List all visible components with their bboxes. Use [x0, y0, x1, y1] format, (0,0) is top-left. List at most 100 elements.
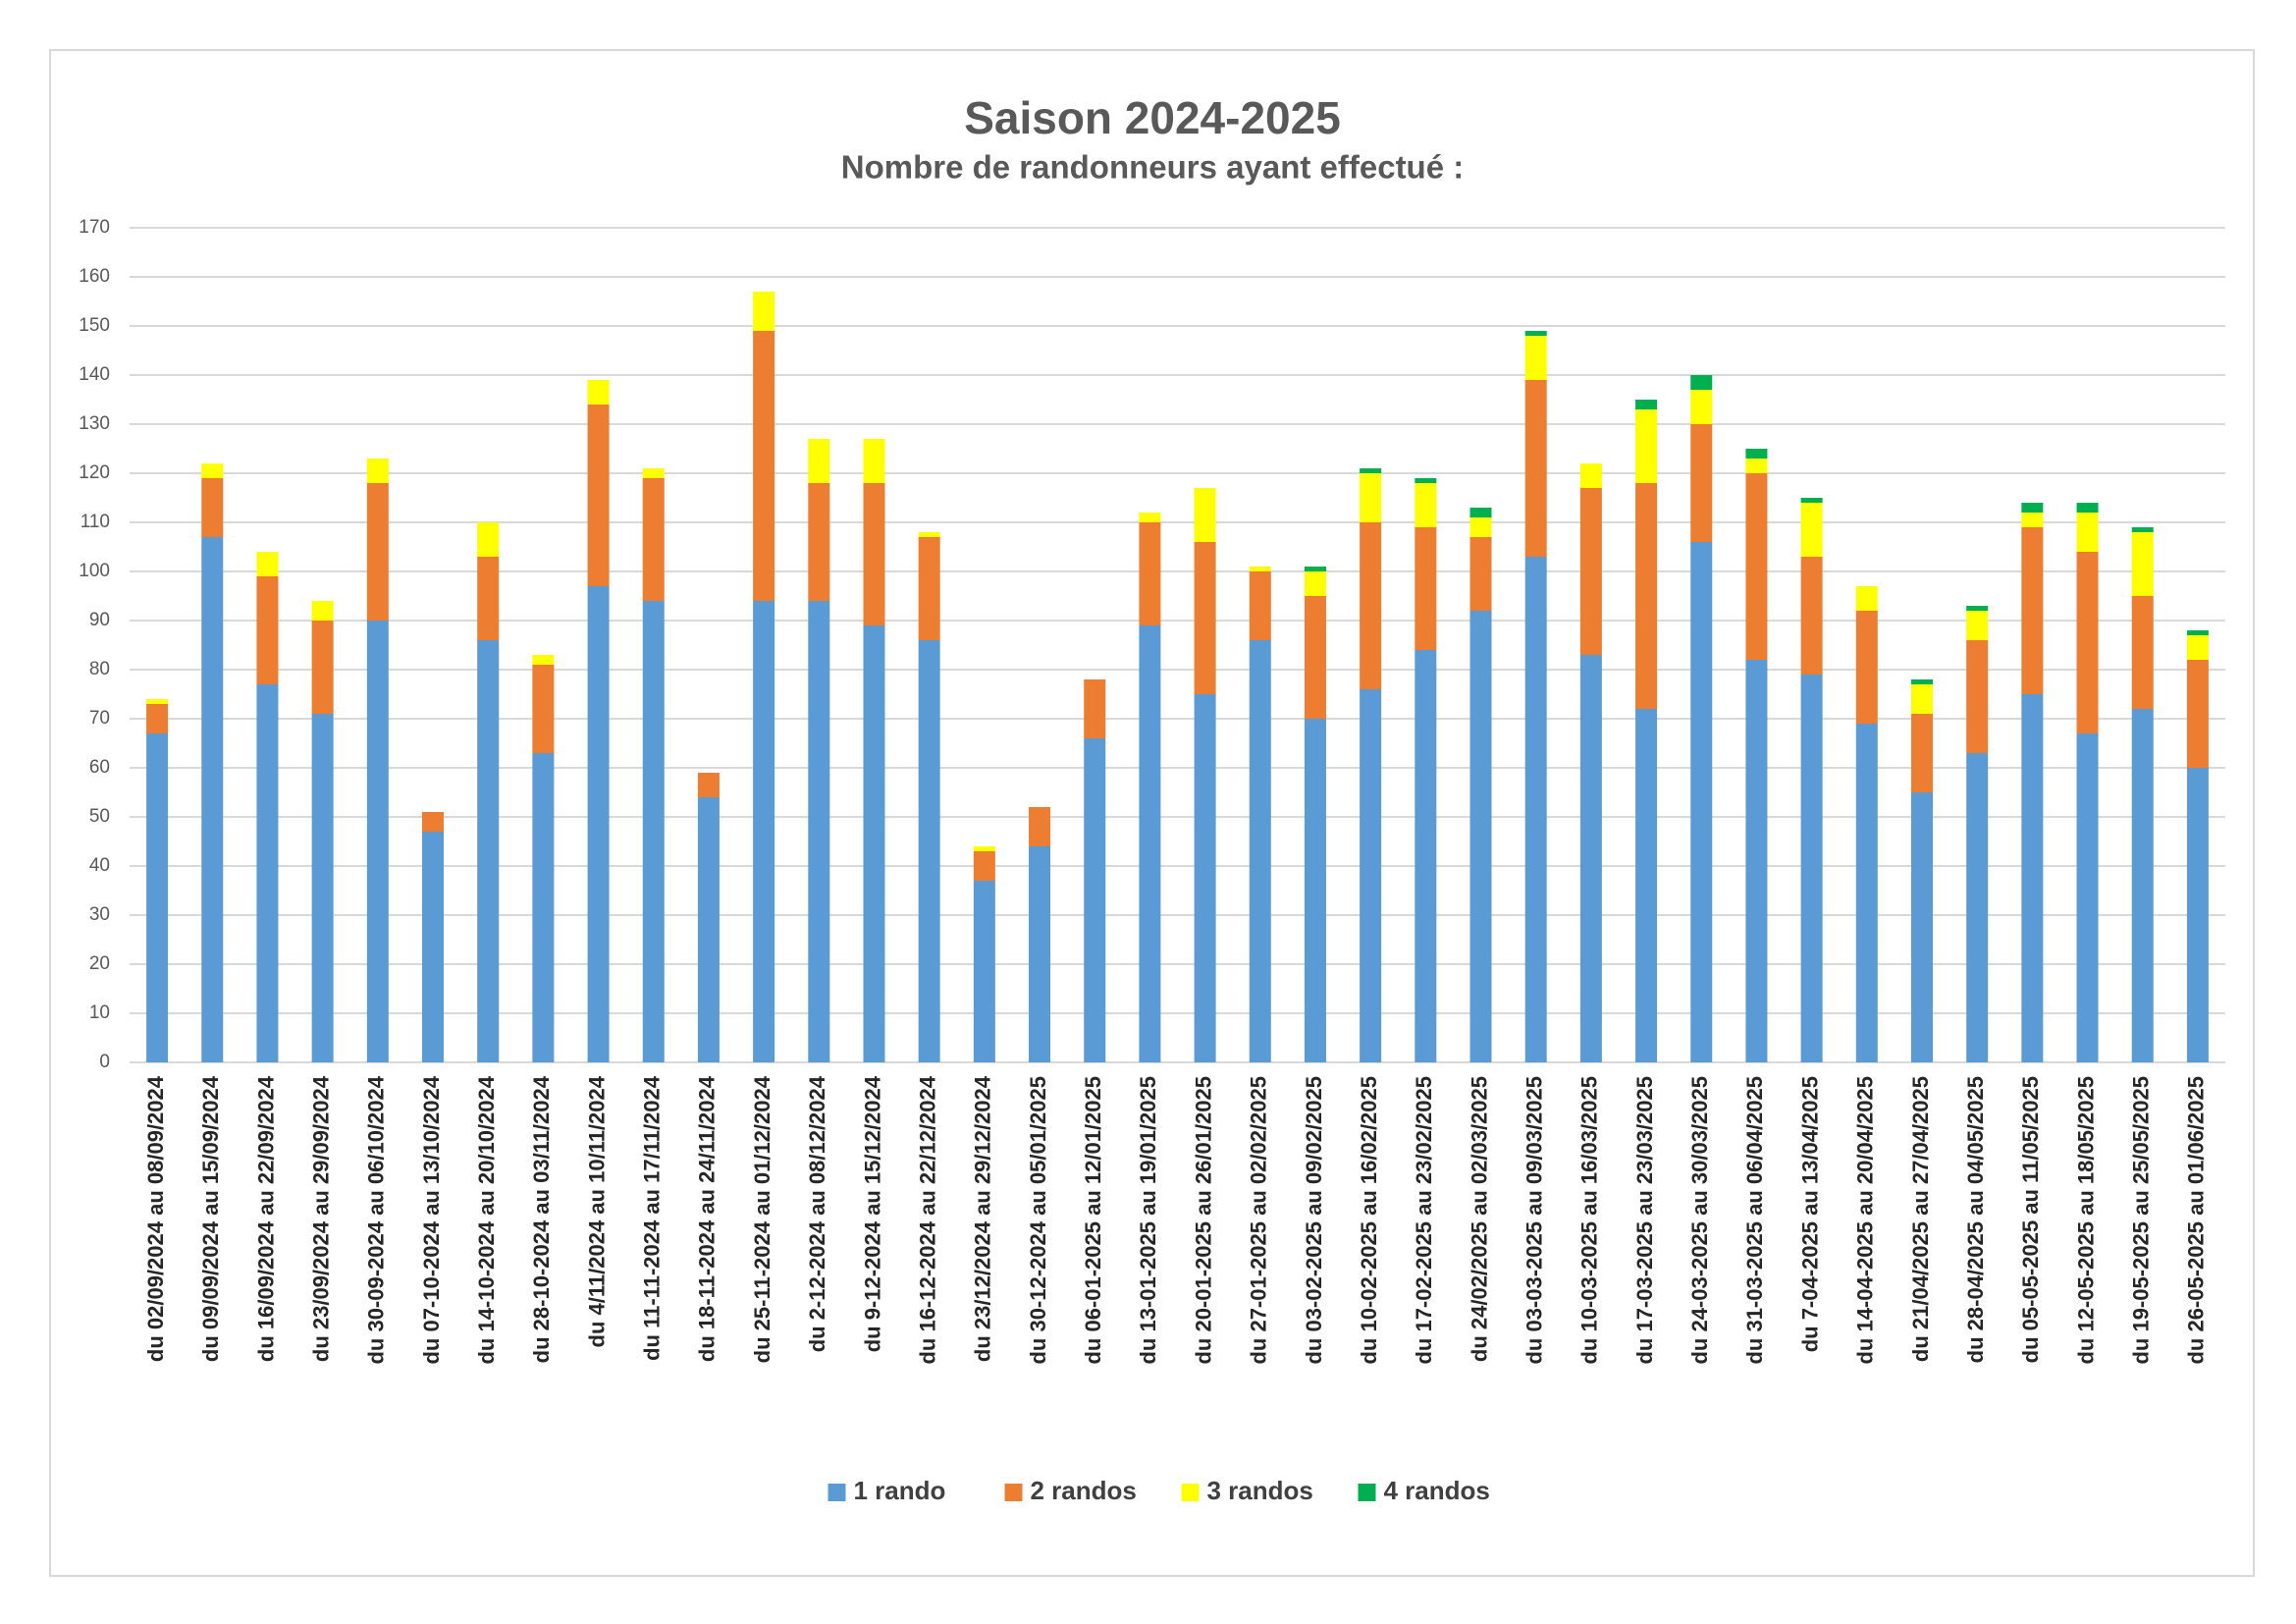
bar-segment-1-rando: [1855, 724, 1878, 1062]
bar-segment-4-randos: [1966, 606, 1989, 611]
bar-segment-2-randos: [201, 478, 224, 537]
bar-segment-1-rando: [863, 625, 885, 1062]
bar-segment-3-randos: [1360, 473, 1382, 522]
bar-segment-2-randos: [1304, 596, 1326, 719]
x-category-label: du 18-11-2024 au 24/11/2024: [695, 1075, 720, 1362]
x-category-label: du 09/09/2024 au 15/09/2024: [198, 1075, 223, 1362]
bar-segment-2-randos: [1690, 424, 1713, 542]
bar-segment-4-randos: [2186, 630, 2209, 635]
bar-segment-4-randos: [2076, 503, 2099, 513]
bar-segment-4-randos: [1360, 468, 1382, 473]
x-category-label: du 26-05-2025 au 01/06/2025: [2184, 1076, 2209, 1365]
bar-segment-1-rando: [1084, 738, 1106, 1062]
bar-segment-2-randos: [1469, 537, 1492, 611]
x-category-label: du 27-01-2025 au 02/02/2025: [1247, 1076, 1271, 1365]
legend-swatch: [1358, 1484, 1376, 1501]
bar-segment-3-randos: [1469, 517, 1492, 537]
legend-swatch: [1181, 1484, 1200, 1501]
bar-segment-1-rando: [366, 621, 389, 1062]
legend: 1 rando 2 randos 3 randos 4 randos: [828, 1476, 1490, 1505]
bar-segment-4-randos: [1690, 375, 1713, 390]
bar-segment-2-randos: [1855, 611, 1878, 724]
x-axis-categories: du 02/09/2024 au 08/09/2024 du 09/09/2024…: [143, 1075, 2209, 1364]
bar-segment-2-randos: [1360, 522, 1382, 689]
bar-segment-3-randos: [1855, 586, 1878, 611]
bar-segment-3-randos: [1304, 571, 1326, 596]
bar-segment-3-randos: [1800, 503, 1823, 557]
y-tick-label: 160: [79, 266, 110, 287]
bar-segment-3-randos: [1194, 488, 1216, 542]
bar-segment-1-rando: [1910, 792, 1933, 1062]
bar-segment-2-randos: [1415, 527, 1437, 650]
bar-segment-4-randos: [2131, 527, 2154, 532]
bar-segment-2-randos: [256, 576, 279, 684]
bar-segment-1-rando: [2021, 694, 2044, 1062]
bar-segment-2-randos: [1800, 557, 1823, 675]
x-category-label: du 28-04/2025 au 04/05/2025: [1963, 1076, 1988, 1363]
bar-segment-3-randos: [1966, 611, 1989, 640]
y-tick-label: 120: [79, 462, 110, 483]
bar-segment-1-rando: [1524, 557, 1547, 1062]
bar-segment-1-rando: [311, 714, 334, 1062]
bar-segment-2-randos: [753, 331, 775, 601]
bar-segment-3-randos: [808, 439, 830, 483]
bar-segment-3-randos: [2021, 513, 2044, 527]
y-tick-label: 140: [79, 364, 110, 385]
bar-segment-3-randos: [1139, 513, 1161, 522]
bar-segment-4-randos: [1469, 508, 1492, 517]
bar-segment-2-randos: [1524, 380, 1547, 557]
bar-segment-2-randos: [2076, 552, 2099, 733]
bar-segment-4-randos: [1910, 679, 1933, 684]
bar-segment-2-randos: [808, 483, 830, 601]
bar-segment-3-randos: [1635, 409, 1658, 483]
x-category-label: du 11-11-2024 au 17/11/2024: [640, 1075, 665, 1361]
x-category-label: du 21/04/2025 au 27/04/2025: [1908, 1076, 1933, 1362]
bar-segment-2-randos: [642, 478, 665, 601]
bar-segment-1-rando: [1139, 625, 1161, 1062]
bar-segment-1-rando: [1194, 694, 1216, 1062]
x-category-label: du 28-10-2024 au 03/11/2024: [529, 1075, 554, 1363]
x-category-label: du 7-04-2025 au 13/04/2025: [1797, 1076, 1822, 1352]
bar-segment-2-randos: [918, 537, 940, 640]
x-category-label: du 19-05-2025 au 25/05/2025: [2129, 1076, 2154, 1365]
bar-segment-2-randos: [1249, 571, 1271, 640]
legend-label: 3 randos: [1207, 1476, 1313, 1505]
bar-segment-3-randos: [2076, 513, 2099, 552]
bar-segment-3-randos: [2131, 532, 2154, 596]
x-category-label: du 20-01-2025 au 26/01/2025: [1191, 1076, 1215, 1365]
x-category-label: du 13-01-2025 au 19/01/2025: [1136, 1076, 1160, 1365]
x-category-label: du 03-03-2025 au 09/03/2025: [1522, 1076, 1547, 1365]
bar-segment-3-randos: [366, 459, 389, 483]
bar-segment-3-randos: [1745, 459, 1768, 473]
bar-segment-1-rando: [2186, 768, 2209, 1062]
y-tick-label: 100: [79, 561, 110, 581]
bar-segment-2-randos: [1910, 714, 1933, 792]
bar-segment-1-rando: [973, 881, 995, 1062]
x-category-label: du 24/02/2025 au 02/03/2025: [1467, 1076, 1491, 1362]
bar-segment-1-rando: [146, 733, 169, 1062]
bar-segment-2-randos: [1635, 483, 1658, 709]
y-tick-label: 80: [89, 659, 110, 679]
x-category-label: du 14-10-2024 au 20/10/2024: [474, 1075, 499, 1364]
bar-segment-3-randos: [863, 439, 885, 483]
y-tick-label: 10: [89, 1002, 110, 1023]
x-category-label: du 03-02-2025 au 09/02/2025: [1302, 1076, 1326, 1365]
bar-segment-1-rando: [1469, 611, 1492, 1062]
y-tick-label: 110: [80, 512, 110, 532]
bar-segment-1-rando: [1800, 675, 1823, 1062]
x-category-label: du 10-03-2025 au 16/03/2025: [1577, 1076, 1602, 1365]
bar-segment-2-randos: [2131, 596, 2154, 709]
x-category-label: du 31-03-2025 au 06/04/2025: [1742, 1076, 1767, 1365]
x-category-label: du 02/09/2024 au 08/09/2024: [143, 1075, 168, 1362]
bar-segment-3-randos: [1910, 684, 1933, 714]
legend-swatch: [828, 1484, 846, 1501]
bar-segment-3-randos: [973, 846, 995, 851]
x-category-label: du 30-12-2024 au 05/01/2025: [1026, 1076, 1050, 1365]
y-tick-label: 30: [89, 904, 110, 925]
x-category-label: du 24-03-2025 au 30/03/2025: [1687, 1076, 1712, 1365]
bar-segment-2-randos: [1084, 679, 1106, 738]
bar-segment-2-randos: [1745, 473, 1768, 660]
bar-segment-1-rando: [1360, 689, 1382, 1062]
bars: [146, 292, 2209, 1062]
bar-segment-1-rando: [808, 601, 830, 1062]
